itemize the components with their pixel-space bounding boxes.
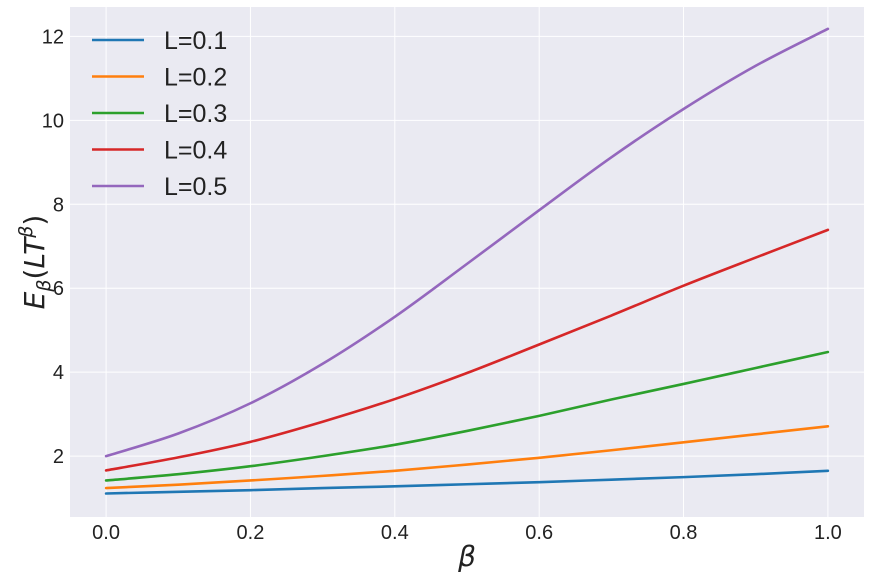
y-axis-title-superscript: β [15, 226, 37, 239]
x-tick-label: 0.8 [670, 522, 698, 544]
x-tick-labels: 0.0 0.2 0.4 0.6 0.8 1.0 [92, 522, 842, 544]
x-tick-label: 1.0 [814, 522, 842, 544]
y-tick-label: 2 [53, 446, 64, 468]
y-axis-title-close-paren: ) [18, 215, 51, 226]
y-tick-label: 12 [42, 26, 64, 48]
series-lines [104, 27, 830, 495]
y-tick-label: 8 [53, 194, 64, 216]
y-tick-label: 4 [53, 362, 64, 384]
y-tick-label: 6 [53, 278, 64, 300]
series-line-2 [104, 425, 830, 490]
legend: L=0.1 L=0.2 L=0.3 L=0.4 L=0.5 [92, 27, 227, 201]
legend-label-4: L=0.4 [164, 137, 227, 165]
series-line-1 [104, 469, 830, 495]
legend-label-3: L=0.3 [164, 100, 227, 128]
series-line-3 [104, 350, 830, 482]
y-axis-title: Eβ(LTβ) [15, 215, 55, 310]
x-tick-label: 0.6 [525, 522, 553, 544]
x-tick-label: 0.2 [237, 522, 265, 544]
legend-label-2: L=0.2 [164, 64, 227, 92]
y-axis-title-inner: LT [18, 236, 51, 269]
y-tick-labels: 2 4 6 8 10 12 [42, 26, 64, 468]
series-line-5 [104, 27, 830, 458]
y-axis-title-base: E [18, 291, 51, 309]
x-tick-label: 0.0 [92, 522, 120, 544]
series-line-4 [104, 228, 830, 472]
legend-label-5: L=0.5 [164, 173, 227, 201]
y-axis-title-open-paren: ( [18, 269, 51, 280]
x-tick-label: 0.4 [381, 522, 409, 544]
x-axis-title: β [457, 540, 476, 573]
legend-label-1: L=0.1 [164, 27, 227, 55]
grid-lines [70, 7, 864, 517]
y-axis-title-subscript: β [33, 279, 55, 292]
y-tick-label: 10 [42, 110, 64, 132]
